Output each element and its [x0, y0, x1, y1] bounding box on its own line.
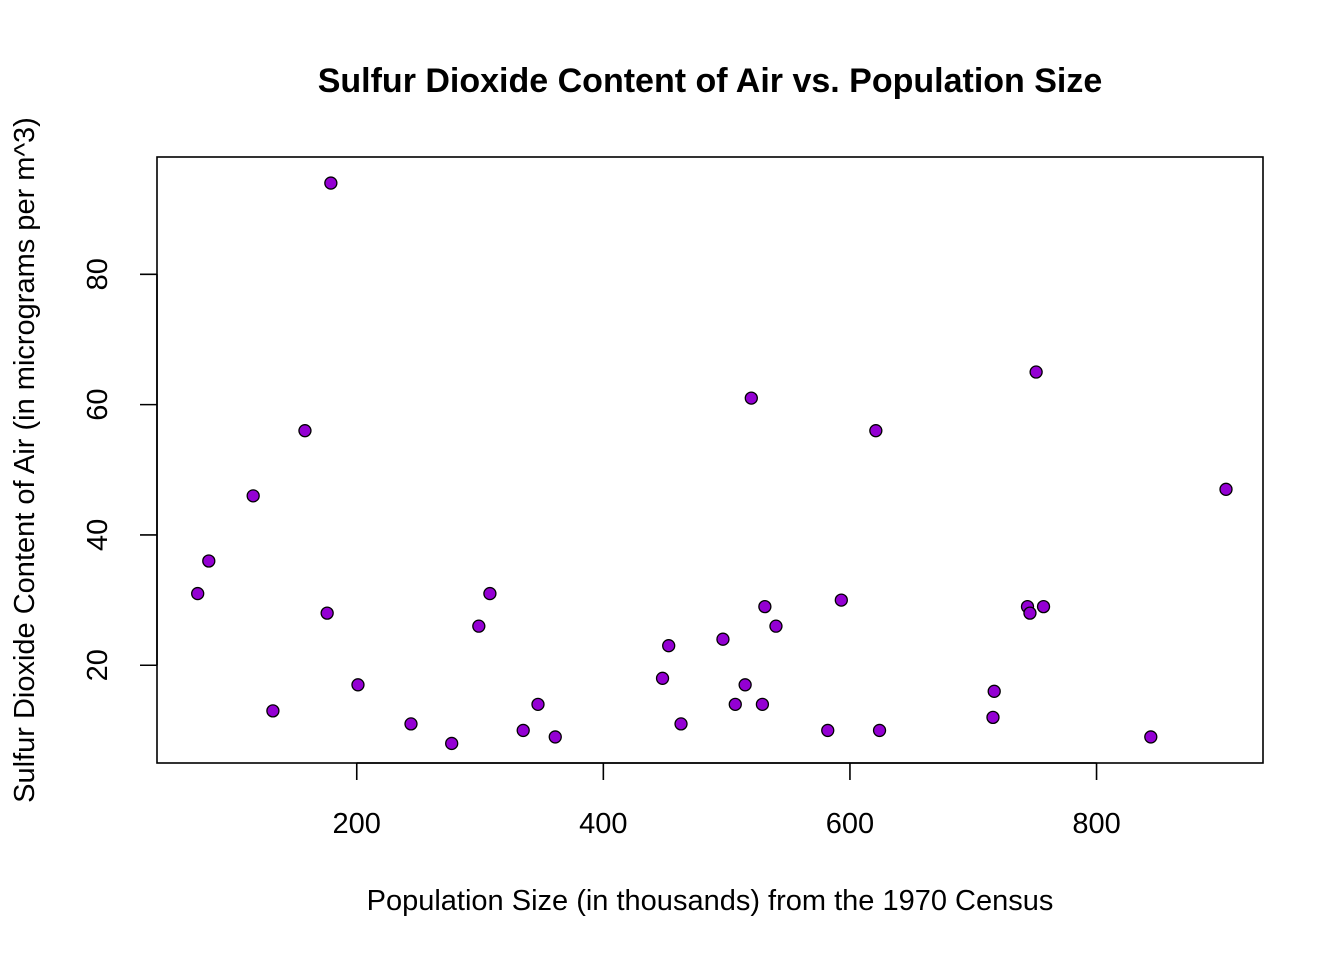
data-point: [834, 593, 848, 607]
data-point: [298, 424, 312, 438]
data-point: [1144, 730, 1158, 744]
data-point: [531, 697, 545, 712]
data-point: [404, 717, 418, 731]
data-point: [758, 599, 772, 614]
y-axis-label: Sulfur Dioxide Content of Air (in microg…: [9, 117, 41, 803]
data-point: [987, 684, 1001, 698]
data-point: [483, 586, 497, 601]
data-point: [1036, 599, 1051, 614]
data-point: [324, 176, 338, 190]
x-axis: 200 400 600 800: [333, 762, 1121, 840]
y-tick-label: 60: [82, 388, 114, 420]
data-point: [548, 730, 562, 744]
data-point: [744, 391, 758, 405]
data-point: [769, 619, 783, 633]
data-point: [655, 671, 670, 685]
chart-title: Sulfur Dioxide Content of Air vs. Popula…: [318, 62, 1103, 100]
data-point: [755, 697, 770, 712]
data-point: [738, 678, 752, 692]
data-point: [662, 639, 676, 653]
data-point: [320, 606, 334, 620]
data-point: [821, 723, 835, 738]
y-tick-label: 20: [82, 649, 114, 681]
data-point: [516, 723, 530, 738]
data-points: [191, 176, 1233, 751]
data-point: [351, 678, 365, 692]
data-point: [472, 619, 486, 633]
x-tick-label: 200: [333, 808, 381, 840]
y-tick-label: 80: [82, 258, 114, 290]
x-tick-label: 600: [826, 808, 874, 840]
data-point: [1219, 482, 1233, 496]
data-point: [266, 704, 280, 718]
data-point: [869, 424, 883, 438]
x-tick-label: 400: [579, 808, 627, 840]
data-point: [202, 554, 216, 568]
data-point: [191, 586, 205, 601]
x-axis-label: Population Size (in thousands) from the …: [367, 885, 1054, 917]
data-point: [872, 723, 887, 738]
data-point: [986, 710, 1000, 725]
data-point: [674, 717, 688, 731]
data-point: [716, 632, 730, 646]
data-point: [445, 736, 459, 751]
y-axis: 20 40 60 80: [82, 258, 158, 681]
data-point: [246, 489, 260, 503]
x-tick-label: 800: [1072, 808, 1120, 840]
data-point: [728, 697, 742, 712]
data-point: [1023, 606, 1037, 620]
y-tick-label: 40: [82, 519, 114, 551]
data-point: [1029, 365, 1043, 379]
